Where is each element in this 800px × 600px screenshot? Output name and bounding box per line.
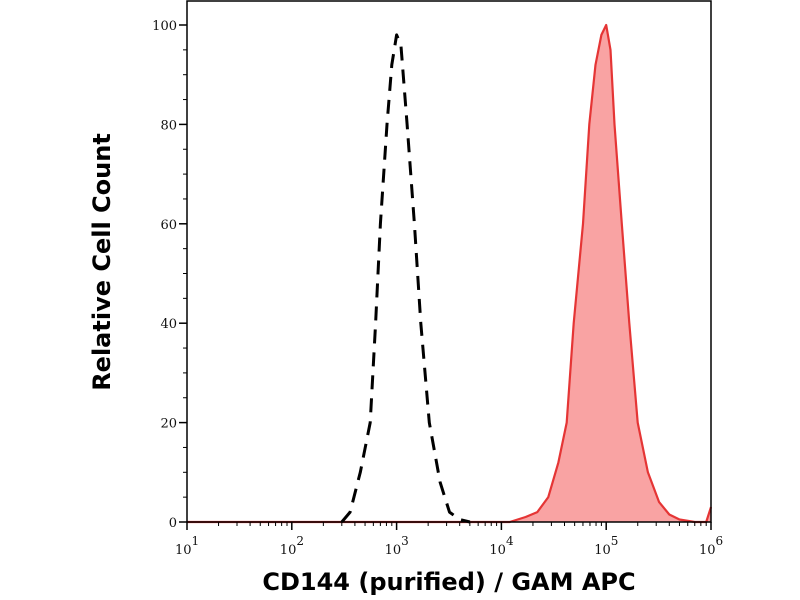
y-tick-label: 0 <box>169 516 177 531</box>
x-tick-label: 106 <box>699 534 723 558</box>
y-tick-label: 60 <box>160 218 177 233</box>
y-tick-label: 40 <box>160 317 177 332</box>
plot-frame <box>186 0 712 523</box>
x-tick-label: 105 <box>594 534 618 558</box>
x-tick-label: 101 <box>175 534 199 558</box>
y-tick-label: 80 <box>160 118 177 133</box>
x-tick-label: 104 <box>489 534 514 558</box>
x-axis-label: CD144 (purified) / GAM APC <box>262 568 635 596</box>
series-fill-cd144 <box>187 25 711 522</box>
y-tick-label: 100 <box>152 19 177 34</box>
y-tick-label: 20 <box>160 417 177 432</box>
x-tick-label: 102 <box>280 534 304 558</box>
y-axis-label: Relative Cell Count <box>88 133 116 391</box>
series-line-isotype-control <box>340 33 471 524</box>
series-line-cd144 <box>187 23 713 524</box>
x-tick-label: 103 <box>385 534 409 558</box>
